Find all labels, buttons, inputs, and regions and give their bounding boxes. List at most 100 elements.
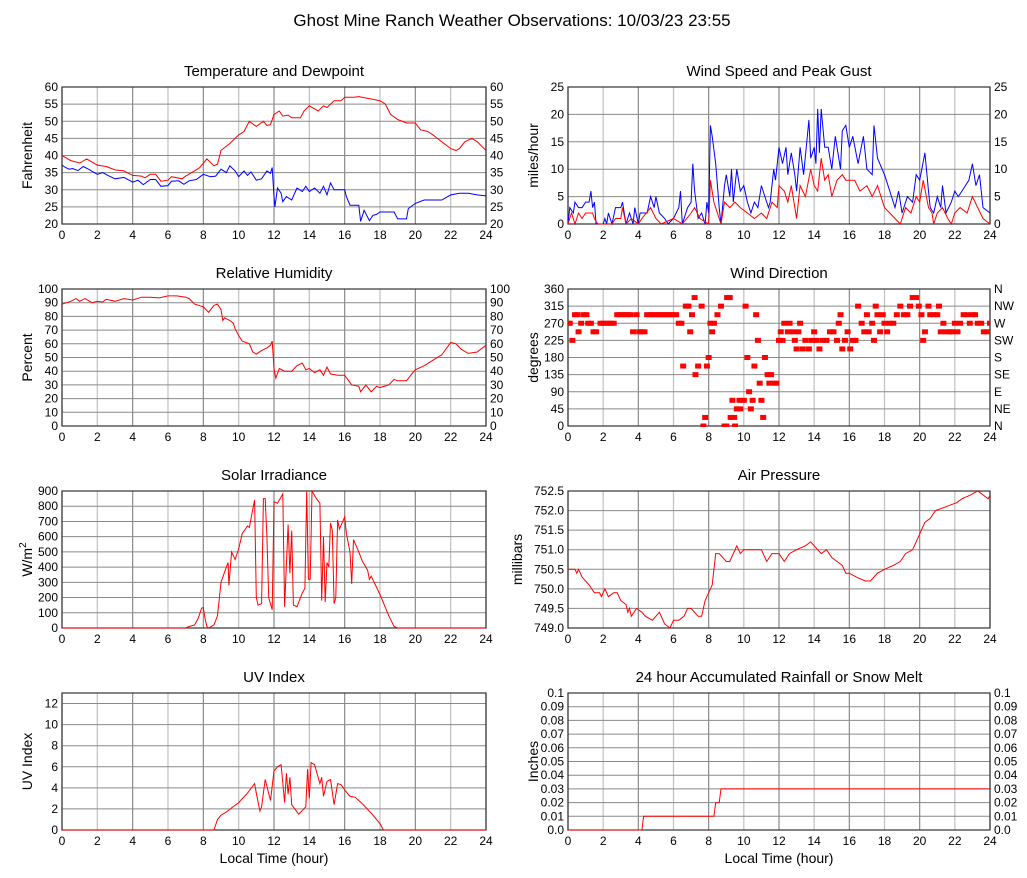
data-point <box>747 406 754 412</box>
x-tick-label: 10 <box>232 834 246 848</box>
y-tick-label: 100 <box>38 282 58 296</box>
x-tick-label: 8 <box>705 632 712 646</box>
y-axis-label: Fahrenheit <box>19 122 35 189</box>
y-right-tick-label: 80 <box>490 309 504 323</box>
y-right-tick-label: 90 <box>490 296 504 310</box>
x-tick-label: 10 <box>737 430 751 444</box>
chart-title: Relative Humidity <box>216 265 333 282</box>
y-tick-label: 25 <box>45 200 59 214</box>
y-right-tick-label: 20 <box>994 107 1008 121</box>
x-tick-label: 6 <box>670 632 677 646</box>
data-point <box>569 337 576 343</box>
y-right-tick-label: 0.1 <box>994 686 1011 700</box>
y-tick-label: 0.09 <box>541 700 565 714</box>
x-tick-label: 10 <box>737 834 751 848</box>
data-point <box>978 320 985 326</box>
y-tick-label: 752.5 <box>534 484 564 498</box>
y-right-tick-label: N <box>994 282 1003 296</box>
y-right-tick-label: 10 <box>994 162 1008 176</box>
y-tick-label: 500 <box>38 545 58 559</box>
data-point <box>707 320 714 326</box>
data-point <box>610 320 617 326</box>
x-tick-label: 8 <box>705 430 712 444</box>
data-point <box>777 329 784 335</box>
data-point <box>761 355 768 360</box>
y-tick-label: 749.5 <box>534 601 564 615</box>
data-point <box>731 414 738 420</box>
data-point <box>574 312 581 318</box>
chart-24-hour-accumulated-rainfall-or-snow-melt: 0 2 4 6 8 10 12 14 16 18 20 22 240.0 0.00.01 0.010.02 0… <box>525 669 1018 866</box>
y-tick-label: 10 <box>45 405 59 419</box>
y-right-tick-label: 25 <box>994 80 1008 94</box>
x-tick-label: 4 <box>129 430 136 444</box>
y-tick-label: 12 <box>45 697 59 711</box>
y-right-tick-label: 40 <box>490 149 504 163</box>
x-tick-label: 22 <box>444 834 458 848</box>
data-point <box>746 389 753 395</box>
data-point <box>742 303 749 309</box>
data-point <box>918 312 925 318</box>
x-tick-label: 18 <box>373 430 387 444</box>
y-tick-label: 0.02 <box>541 796 565 810</box>
y-right-tick-label: S <box>994 351 1002 365</box>
y-tick-label: 100 <box>38 606 58 620</box>
data-point <box>688 312 695 318</box>
x-tick-label: 8 <box>200 228 207 242</box>
data-point <box>781 320 788 326</box>
x-tick-label: 2 <box>94 430 101 444</box>
y-tick-label: 5 <box>557 190 564 204</box>
y-tick-label: 0.07 <box>541 727 565 741</box>
y-right-tick-label: 0.09 <box>994 700 1018 714</box>
x-tick-label: 18 <box>373 834 387 848</box>
x-tick-label: 24 <box>479 430 493 444</box>
data-point <box>751 363 758 369</box>
data-point <box>937 329 944 335</box>
x-tick-label: 8 <box>705 228 712 242</box>
x-tick-label: 18 <box>878 228 892 242</box>
y-tick-label: 70 <box>45 323 59 337</box>
x-tick-label: 8 <box>200 430 207 444</box>
data-point <box>966 320 973 326</box>
data-point <box>764 372 771 378</box>
data-point <box>733 406 740 412</box>
x-tick-label: 14 <box>807 228 821 242</box>
x-tick-label: 2 <box>600 834 607 848</box>
data-point <box>773 380 780 386</box>
data-point <box>729 397 736 403</box>
data-point <box>698 303 705 309</box>
x-tick-label: 8 <box>200 632 207 646</box>
y-tick-label: 0.04 <box>541 768 565 782</box>
data-point <box>813 337 820 343</box>
y-tick-label: 225 <box>544 333 564 347</box>
data-point <box>863 312 870 318</box>
x-tick-label: 2 <box>94 228 101 242</box>
chart-title: Air Pressure <box>738 467 821 484</box>
data-point <box>691 295 698 301</box>
x-tick-label: 0 <box>565 430 572 444</box>
x-tick-label: 10 <box>232 430 246 444</box>
data-point <box>717 303 724 309</box>
y-right-tick-label: 0.04 <box>994 768 1018 782</box>
y-tick-label: 60 <box>45 337 59 351</box>
x-tick-label: 4 <box>129 834 136 848</box>
data-point <box>630 329 637 335</box>
data-point <box>879 312 886 318</box>
data-point <box>633 312 640 318</box>
y-right-tick-label: 50 <box>490 351 504 365</box>
data-point <box>692 372 699 378</box>
y-right-tick-label: 60 <box>490 80 504 94</box>
y-tick-label: 15 <box>551 135 565 149</box>
y-right-tick-label: E <box>994 385 1002 399</box>
series-solar-irradiance-line <box>62 490 486 629</box>
data-point <box>776 337 782 343</box>
x-tick-label: 24 <box>983 834 997 848</box>
data-point <box>893 312 900 318</box>
x-tick-label: 18 <box>878 632 892 646</box>
x-tick-label: 20 <box>409 834 423 848</box>
x-tick-label: 18 <box>373 632 387 646</box>
x-tick-label: 16 <box>843 430 857 444</box>
data-point <box>703 363 710 369</box>
y-tick-label: 0.05 <box>541 755 565 769</box>
x-tick-label: 12 <box>267 430 281 444</box>
